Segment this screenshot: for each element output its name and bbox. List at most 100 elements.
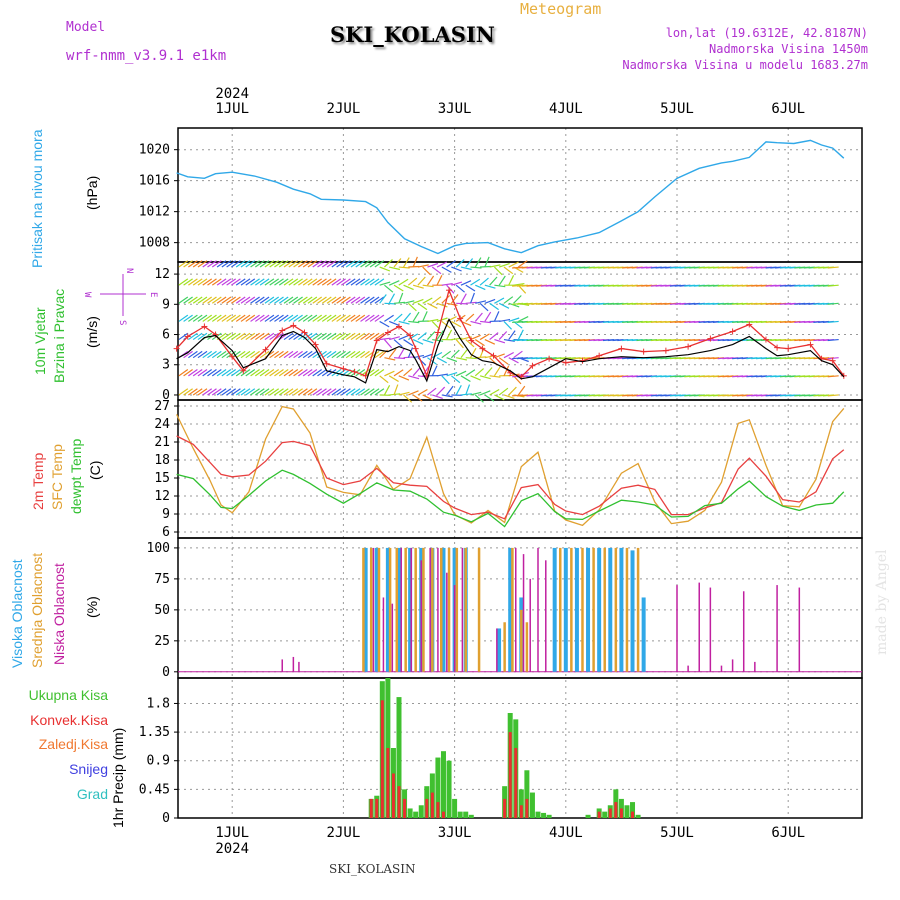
wind-barb — [264, 332, 275, 341]
precip-bar — [535, 811, 541, 818]
cloud-bar — [574, 547, 579, 672]
wind-barb — [240, 388, 251, 396]
wind-barb — [364, 314, 375, 322]
wind-barb — [499, 318, 511, 323]
wind-barb — [360, 314, 370, 322]
wind-barb — [470, 278, 481, 286]
wind-barb — [469, 292, 475, 304]
wind-barb — [216, 350, 227, 359]
precip-bar — [397, 786, 401, 818]
cloud-bar — [404, 547, 407, 672]
precip-bar — [602, 811, 608, 818]
wind-barb — [312, 278, 323, 286]
y-tick-label: 21 — [154, 435, 170, 450]
wind-barb — [245, 388, 256, 396]
wind-barb — [407, 302, 417, 312]
wind-barb — [450, 375, 461, 384]
wind-barb — [321, 350, 332, 359]
precip-bar — [369, 798, 373, 818]
wind-barb — [250, 278, 260, 286]
wind-barb — [475, 300, 487, 304]
precip-bar — [463, 811, 469, 818]
wind-barb — [197, 332, 208, 341]
wind-barb — [455, 385, 462, 396]
wind-barb — [379, 281, 391, 286]
y-tick-label: 0 — [162, 665, 170, 680]
wind-barb — [470, 334, 481, 341]
wind-barb — [331, 332, 342, 341]
cloud-bar — [581, 547, 584, 672]
wind-barb — [422, 338, 434, 344]
wind-barb — [178, 278, 189, 286]
wind-barb — [250, 369, 260, 377]
wind-barb — [188, 278, 198, 286]
wind-barb — [374, 369, 385, 377]
wind-barb — [417, 302, 428, 311]
wind-barb — [422, 353, 434, 359]
wind-barb — [183, 278, 193, 286]
precip-bar — [608, 808, 612, 818]
wind-barb — [508, 317, 520, 323]
precip-bar — [508, 732, 512, 818]
wind-speed-line — [176, 318, 845, 384]
wind-barb — [326, 296, 337, 304]
y-tick-label: 0 — [162, 811, 170, 826]
wind-barb — [489, 388, 500, 396]
cloud-bar — [298, 661, 300, 672]
wind-barb — [231, 314, 241, 322]
wind-barb — [188, 369, 198, 377]
wind-barb — [336, 388, 346, 396]
precip-bar — [525, 798, 529, 818]
wind-barb — [312, 296, 323, 304]
wind-barb — [283, 296, 294, 304]
compass-n: N — [124, 268, 134, 273]
cloud-bar — [563, 547, 568, 672]
wind-barb — [336, 369, 346, 377]
wind-barb — [326, 332, 337, 341]
wind-barb — [183, 314, 193, 322]
wind-barb — [350, 388, 361, 396]
cloud-bar — [522, 554, 525, 672]
x-tick-top: 2JUL — [327, 101, 361, 117]
cloud-bar — [382, 597, 385, 672]
wind-barb — [211, 369, 222, 377]
wind-barb — [493, 266, 503, 276]
wind-barb — [374, 278, 385, 286]
wind-barb — [479, 390, 491, 396]
wind-barb — [412, 311, 420, 322]
wind-barb — [278, 369, 289, 377]
cloud-bar — [461, 547, 464, 672]
wind-barb — [293, 332, 303, 341]
meteogram-label: Meteogram — [520, 0, 602, 18]
wind-barb — [470, 375, 481, 381]
wind-barb — [336, 296, 346, 304]
wind-barb — [427, 262, 439, 268]
wind-barb — [192, 314, 203, 322]
y-tick-label: 15 — [154, 471, 170, 486]
x-tick-bottom: 6JUL — [771, 825, 805, 841]
low-cloud-label: Niska Oblacnost — [51, 563, 67, 665]
cloud-bar — [529, 578, 531, 672]
precip-legend-0: Ukupna Kisa — [29, 687, 109, 703]
wind-barb — [240, 369, 251, 377]
wind-barb — [202, 350, 213, 359]
wind-barb — [446, 329, 453, 340]
wind-barb — [350, 260, 361, 268]
precip-bar — [425, 798, 429, 818]
wind-barb — [307, 369, 318, 377]
wind-barb — [341, 278, 351, 286]
wind-barb — [264, 296, 275, 304]
footer-station: SKI_KOLASIN — [329, 862, 416, 876]
wind-barb — [398, 320, 410, 325]
wind-barb — [441, 295, 451, 304]
wind-barb — [355, 388, 366, 396]
wind-barb — [355, 314, 366, 322]
wind-barb — [216, 369, 227, 377]
wind-barb — [422, 394, 433, 401]
cloud-bar — [798, 587, 801, 672]
precip-bar — [503, 798, 507, 818]
cloud-bar — [374, 547, 379, 672]
wind-barb — [388, 320, 400, 327]
wind-barb — [503, 321, 513, 330]
wind-barb — [312, 388, 323, 396]
